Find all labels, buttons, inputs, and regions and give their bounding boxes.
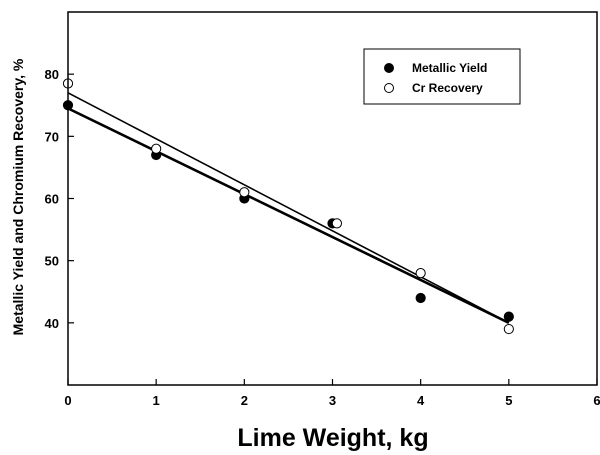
x-axis-title: Lime Weight, kg bbox=[237, 424, 428, 452]
chart-marks bbox=[62, 78, 514, 335]
x-tick-label: 3 bbox=[329, 393, 336, 408]
fit-line-cr-recovery bbox=[67, 92, 510, 324]
point-cr-recovery bbox=[151, 143, 162, 154]
x-tick-label: 0 bbox=[64, 393, 71, 408]
legend-box bbox=[363, 48, 521, 105]
x-tick-label: 4 bbox=[417, 393, 425, 408]
point-cr-recovery bbox=[239, 187, 250, 198]
y-tick-label: 60 bbox=[45, 192, 59, 207]
x-tick-label: 5 bbox=[505, 393, 512, 408]
y-tick-label: 70 bbox=[45, 129, 59, 144]
legend-label-cr-recovery: Cr Recovery bbox=[412, 81, 483, 95]
legend: Metallic Yield Cr Recovery bbox=[363, 48, 521, 105]
legend-marker-metallic-yield bbox=[384, 63, 394, 73]
y-tick-label: 40 bbox=[45, 316, 59, 331]
legend-marker-cr-recovery bbox=[384, 83, 394, 93]
point-cr-recovery bbox=[331, 218, 343, 229]
y-axis-title: Metallic Yield and Chromium Recovery, % bbox=[10, 58, 26, 335]
tick-marks bbox=[67, 73, 598, 385]
point-cr-recovery bbox=[415, 268, 426, 279]
y-tick-label: 80 bbox=[45, 67, 59, 82]
y-tick-label: 50 bbox=[45, 254, 59, 269]
x-tick-label: 2 bbox=[241, 393, 248, 408]
fit-line-metallic-yield bbox=[67, 107, 510, 325]
x-tick-label: 1 bbox=[153, 393, 160, 408]
legend-label-metallic-yield: Metallic Yield bbox=[412, 61, 487, 75]
point-metallic-yield bbox=[503, 311, 514, 322]
point-metallic-yield bbox=[415, 292, 426, 304]
point-cr-recovery bbox=[503, 323, 514, 335]
tick-labels: 0 1 2 3 4 5 6 40 50 60 70 80 bbox=[45, 67, 600, 408]
x-tick-label: 6 bbox=[593, 393, 600, 408]
